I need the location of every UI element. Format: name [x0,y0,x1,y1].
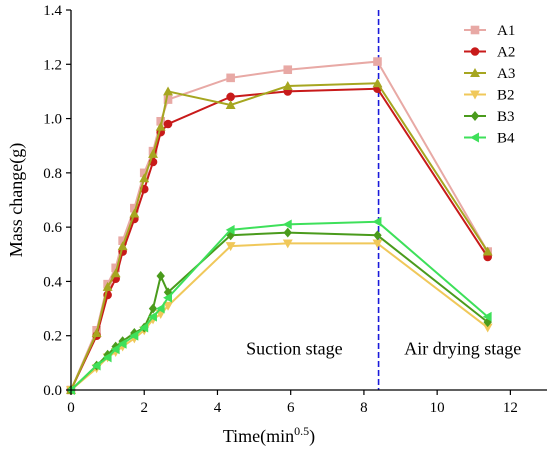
data-point-a1 [118,236,127,246]
annotation-layer: Suction stage Air drying stage [246,339,521,359]
data-point-a3 [91,328,102,337]
x-axis-title-sup: 0.5 [294,424,309,438]
x-tick-label: 12 [503,400,518,416]
series-line-b4 [70,220,489,391]
y-tick-label: 0.8 [43,166,62,182]
y-tick-label: 0.6 [43,220,62,236]
legend-label-b4: B4 [497,131,515,147]
suction-stage-label: Suction stage [246,339,343,359]
data-point-b3 [283,227,292,238]
x-tick-label: 0 [67,400,75,416]
legend-marker-a2 [470,47,480,56]
x-axis-title-main: Time(min [223,426,294,447]
legend-marker-b2 [470,90,480,100]
air-drying-stage-label: Air drying stage [404,339,521,359]
data-point-a1 [226,73,235,83]
data-point-a1 [156,116,166,126]
data-point-a3 [102,281,113,291]
data-point-a3 [372,78,383,88]
y-tick-label: 1.4 [43,3,62,19]
series-a3 [66,78,493,394]
data-point-a1 [163,95,173,104]
legend-marker-a3 [470,68,480,77]
data-point-a3 [155,121,166,131]
y-tick-label: 0.2 [43,329,62,345]
x-tick-label: 4 [214,400,222,416]
data-point-b2 [482,323,493,333]
data-point-a3 [129,208,140,218]
y-tick-label: 1.0 [43,112,62,128]
data-point-a3 [139,173,150,183]
data-point-b4 [129,330,139,341]
data-point-a1 [130,203,139,213]
data-point-a3 [163,86,173,96]
legend-label-a2: A2 [497,45,515,61]
data-point-a3 [117,241,128,251]
data-point-a2 [226,92,235,102]
data-point-b4 [163,292,172,303]
series-line-b3 [70,231,489,391]
series-line-b2 [70,242,489,391]
legend-marker-b3 [470,111,480,121]
legend-marker-b4 [470,132,479,143]
data-point-a3 [148,148,158,158]
y-tick-label: 0.4 [43,274,62,290]
data-point-a3 [225,100,236,109]
legend-item-b2: B2 [464,88,515,104]
data-point-b2 [372,239,383,249]
data-point-b4 [148,311,157,322]
data-point-a1 [111,263,120,273]
data-point-b4 [225,224,235,235]
data-point-b4 [102,352,112,363]
legend-item-a1: A1 [464,23,515,39]
data-point-a1 [373,57,382,66]
data-point-b4 [372,216,382,227]
legend: A1 A2 A3 B2 B3 B4 [464,23,515,147]
x-tick-label: 2 [140,400,148,416]
data-point-b4 [91,360,101,371]
legend-label-b2: B2 [497,88,515,104]
legend-item-b4: B4 [464,131,515,147]
data-point-a3 [282,81,293,90]
y-axis-title: Mass change(g) [6,143,27,257]
data-point-a3 [482,246,493,256]
y-tick-label: 1.2 [43,57,62,73]
legend-item-a3: A3 [464,66,515,82]
data-point-a1 [283,65,293,75]
data-point-b3 [163,287,173,298]
x-tick-label: 6 [287,400,295,416]
data-point-b4 [139,322,149,333]
data-point-b4 [482,311,492,322]
data-point-a1 [139,168,149,178]
data-point-b2 [225,242,236,252]
legend-label-a3: A3 [497,66,515,82]
axes-layer: 0 2 4 6 8 10 12 0.0 0.2 0.4 0.6 0.8 1.0 1.2 1.4 Time(mi… [6,3,547,447]
legend-label-a1: A1 [497,23,515,39]
data-point-b2 [282,239,293,249]
data-point-b4 [117,338,127,349]
data-point-b4 [110,344,120,355]
data-point-b4 [155,303,165,314]
series-b3 [66,227,492,395]
legend-item-b3: B3 [464,109,515,125]
legend-marker-a1 [470,25,480,35]
x-tick-label: 10 [430,400,445,416]
series-layer [66,57,493,395]
legend-label-b3: B3 [497,109,515,125]
data-point-b4 [282,219,292,230]
y-tick-label: 0.0 [43,383,62,399]
x-tick-label: 8 [360,400,368,416]
data-point-b2 [163,301,173,311]
data-point-a2 [163,119,173,129]
x-axis-title-end: ) [309,426,315,447]
data-point-b3 [148,303,158,314]
data-point-b3 [373,230,382,241]
data-point-b3 [156,271,165,281]
x-axis-title: Time(min0.5) [223,424,315,447]
series-b2 [66,239,493,395]
legend-item-a2: A2 [464,45,515,61]
data-point-a3 [110,268,121,278]
